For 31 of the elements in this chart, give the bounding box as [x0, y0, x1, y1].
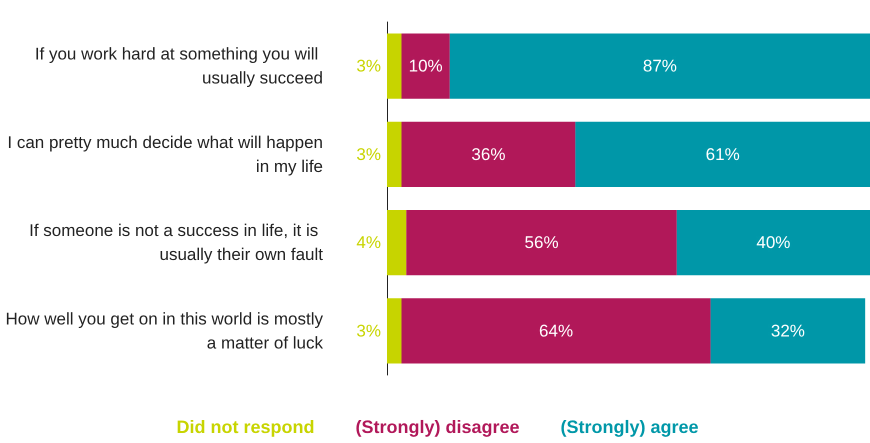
data-label: 3%: [356, 321, 381, 340]
text: (Strongly) disagree: [355, 417, 520, 437]
bar: [575, 122, 870, 188]
bar: [401, 33, 450, 99]
text: (Strongly) agree: [560, 417, 699, 437]
data-label: 3%: [356, 56, 381, 76]
bar: [450, 33, 870, 99]
bar: [387, 33, 402, 99]
data-label: 36%: [471, 144, 506, 164]
text: Did not respond: [176, 417, 314, 437]
data-label: 3%: [356, 144, 381, 164]
data-label: 87%: [642, 56, 677, 76]
data-label: 64%: [539, 321, 574, 340]
data-label: 56%: [524, 233, 559, 252]
bar: [401, 298, 711, 364]
y-tick-label: If someone is not a success in life, it is usually their own fault: [29, 221, 324, 264]
bar: [710, 298, 866, 364]
y-tick-label: If you work hard at something you will usually succeed: [34, 44, 323, 88]
data-label: 61%: [706, 144, 740, 164]
data-label: 32%: [770, 321, 805, 340]
data-label: 40%: [756, 233, 790, 252]
y-tick-label: How well you get on in this world is mostly a matter of luck: [6, 309, 324, 352]
bar: [676, 210, 870, 276]
bar: [406, 210, 677, 276]
data-label: 10%: [408, 56, 443, 76]
bar: [387, 210, 406, 276]
bar: [401, 122, 576, 188]
data-label: 4%: [356, 233, 381, 252]
bar: [387, 298, 402, 364]
bar: [387, 122, 402, 188]
y-tick-label: I can pretty much decide what will happen in my life: [7, 132, 323, 176]
